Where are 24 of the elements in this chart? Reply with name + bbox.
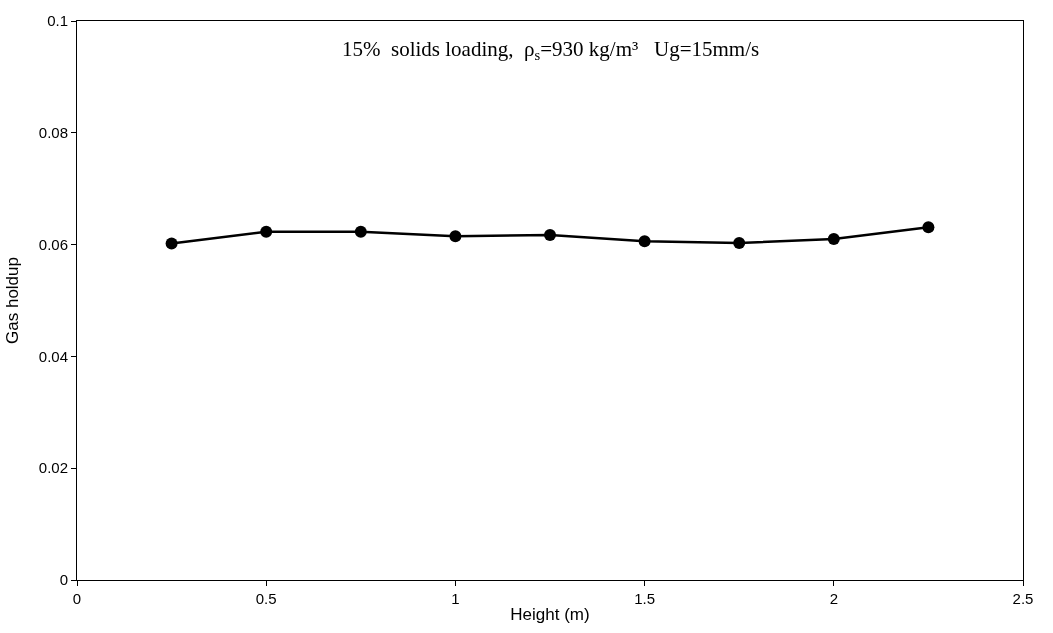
point — [544, 229, 556, 242]
point — [733, 236, 746, 249]
point — [922, 221, 935, 234]
x-tick-label: 0.5 — [255, 590, 277, 607]
point — [354, 225, 367, 238]
x-tick-label: 1.5 — [634, 590, 656, 607]
y-tick-label: 0.02 — [38, 459, 68, 477]
y-axis-title: Gas holdup — [3, 257, 23, 344]
point — [449, 230, 462, 243]
y-tick-label: 0 — [59, 571, 68, 589]
y-tick-label: 0.06 — [38, 235, 68, 253]
x-tick-label: 2 — [829, 590, 838, 607]
x-axis-title: Height (m) — [510, 605, 590, 625]
point — [260, 225, 273, 238]
x-tick-label: 0 — [72, 590, 82, 607]
point — [165, 237, 178, 250]
x-tick-label: 1 — [451, 590, 460, 607]
annotation: 15% solids loading, ρ$_{s}$=930 kg/m³ Ug=15mm/s — [342, 37, 760, 64]
point — [638, 235, 651, 248]
y-tick-label: 0.1 — [47, 12, 68, 30]
y-tick-label: 0.04 — [38, 347, 68, 365]
y-tick-label: 0.08 — [38, 124, 68, 142]
x-tick-label: 2.5 — [1012, 590, 1034, 607]
point — [827, 233, 840, 245]
